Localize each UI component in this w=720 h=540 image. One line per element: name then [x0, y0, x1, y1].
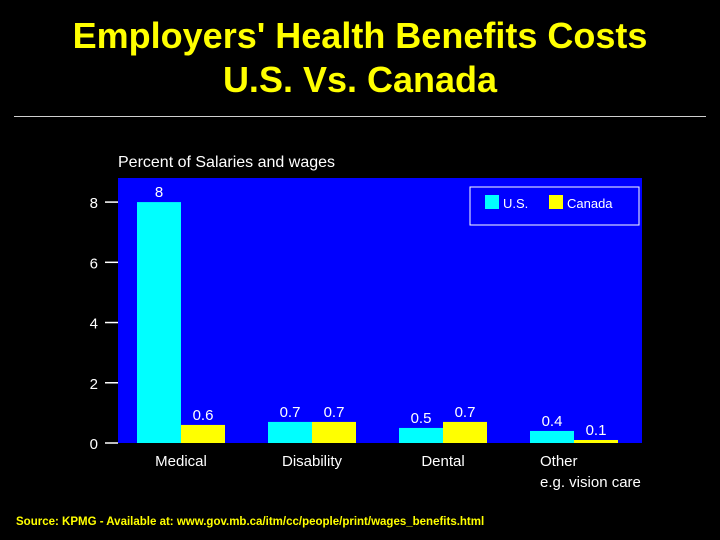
title-divider [14, 116, 706, 117]
bar-canada-1 [312, 421, 356, 443]
legend-label-us: U.S. [503, 196, 528, 211]
bar-canada-2 [443, 421, 487, 443]
legend-label-canada: Canada [567, 196, 613, 211]
y-tick-label-8: 8 [90, 195, 98, 212]
bar-us-3 [530, 430, 574, 443]
legend: U.S. Canada [469, 186, 640, 226]
data-label-canada-3: 0.1 [586, 422, 607, 439]
data-label-us-2: 0.5 [411, 410, 432, 427]
category-label-0: Medical [155, 453, 207, 470]
bar-canada-3 [574, 439, 618, 443]
bar-us-0 [137, 202, 181, 443]
y-tick-label-6: 6 [90, 255, 98, 272]
legend-swatch-canada [549, 195, 563, 209]
data-label-us-0: 8 [155, 184, 163, 201]
bar-us-1 [268, 421, 312, 443]
category-label-3: Other [540, 453, 578, 470]
bar-canada-0 [181, 424, 225, 443]
y-tick-label-0: 0 [90, 436, 98, 453]
source-citation: Source: KPMG - Available at: www.gov.mb.… [16, 516, 485, 528]
legend-swatch-us [485, 195, 499, 209]
category-label-2: Dental [421, 453, 464, 470]
category-label-1: Disability [282, 453, 343, 470]
category-label-3-line-1: e.g. vision care [540, 474, 641, 491]
page-title-line-1: Employers' Health Benefits Costs [72, 15, 648, 56]
page-title-line-2: U.S. Vs. Canada [222, 59, 498, 100]
data-label-us-3: 0.4 [542, 413, 563, 430]
y-tick-label-4: 4 [90, 316, 98, 333]
data-label-canada-1: 0.7 [324, 404, 345, 421]
chart-title: Percent of Salaries and wages [118, 154, 335, 171]
bar-us-2 [399, 427, 443, 443]
data-label-us-1: 0.7 [280, 404, 301, 421]
data-label-canada-0: 0.6 [193, 407, 214, 424]
data-label-canada-2: 0.7 [455, 404, 476, 421]
y-tick-label-2: 2 [90, 376, 98, 393]
